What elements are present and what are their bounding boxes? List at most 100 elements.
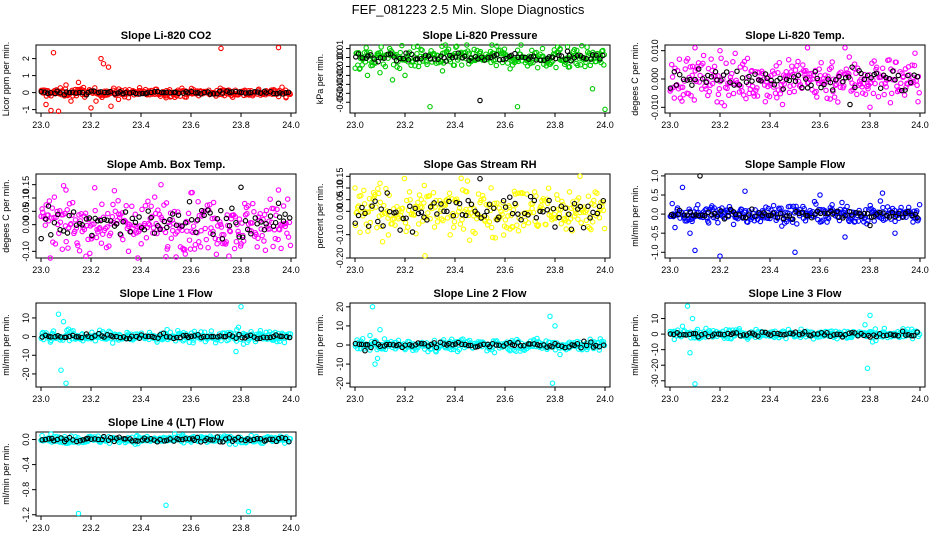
data-point	[412, 63, 418, 69]
x-tick-label: 23.0	[32, 120, 50, 130]
data-point	[133, 437, 139, 444]
data-point	[493, 342, 500, 348]
data-point	[236, 234, 242, 240]
data-point	[500, 197, 507, 204]
data-point	[424, 217, 430, 223]
data-point	[433, 344, 440, 351]
data-point	[743, 95, 749, 102]
data-point	[416, 192, 423, 198]
y-tick-label: -0.04	[335, 83, 345, 104]
data-point	[173, 222, 180, 228]
data-point	[834, 331, 840, 338]
data-point	[165, 243, 171, 250]
data-point	[462, 53, 468, 60]
plot-title: Slope Sample Flow	[745, 159, 846, 171]
data-point	[687, 209, 694, 216]
data-point	[905, 332, 912, 338]
data-point	[898, 80, 904, 87]
data-point	[601, 225, 608, 232]
data-point	[752, 332, 758, 338]
data-point	[57, 90, 63, 96]
data-point	[235, 324, 242, 331]
data-point	[903, 332, 909, 338]
data-point	[818, 59, 824, 66]
data-point	[711, 205, 717, 211]
data-point	[359, 335, 366, 342]
data-point	[849, 64, 855, 70]
data-point	[881, 91, 887, 98]
x-tick-label: 23.0	[346, 394, 364, 404]
data-point	[563, 56, 569, 63]
data-point	[867, 312, 873, 319]
data-point	[770, 210, 777, 216]
data-point	[600, 342, 607, 348]
x-tick-label: 23.0	[661, 394, 679, 404]
data-point	[792, 249, 798, 256]
data-point	[132, 441, 138, 447]
data-point	[439, 68, 446, 74]
data-point	[759, 329, 765, 335]
data-point	[185, 210, 192, 217]
data-point	[239, 334, 245, 341]
data-point	[715, 91, 722, 98]
data-point	[207, 91, 214, 97]
data-point	[383, 341, 390, 348]
data-point	[682, 66, 688, 72]
data-point	[88, 436, 94, 442]
y-tick-label: 0.05	[21, 203, 31, 221]
data-point	[534, 64, 541, 71]
data-point	[244, 436, 251, 442]
data-point	[736, 325, 743, 332]
data-point	[697, 72, 703, 79]
data-point	[504, 60, 511, 66]
data-point	[727, 79, 733, 85]
data-point	[148, 203, 154, 210]
data-point	[218, 207, 224, 214]
data-point	[372, 198, 378, 204]
data-point	[282, 211, 288, 217]
data-point	[739, 75, 746, 81]
data-point	[525, 220, 532, 226]
data-point	[431, 224, 438, 230]
data-point	[279, 434, 285, 441]
data-point	[517, 342, 524, 349]
data-point	[66, 212, 72, 219]
plot-title: Slope Line 3 Flow	[749, 288, 842, 300]
data-point	[684, 77, 690, 83]
data-point	[107, 88, 113, 95]
data-point	[534, 335, 540, 342]
data-point	[107, 218, 114, 224]
data-point	[773, 63, 779, 69]
data-point	[692, 247, 698, 254]
plot-frame	[664, 173, 926, 259]
data-point	[520, 222, 527, 229]
data-point	[251, 209, 257, 215]
data-point	[550, 205, 557, 212]
data-point	[213, 251, 220, 258]
data-point	[142, 203, 149, 209]
data-point	[841, 207, 848, 213]
data-point	[474, 343, 481, 350]
data-point	[825, 73, 831, 80]
data-point	[730, 221, 737, 228]
data-point	[48, 232, 54, 238]
data-point	[276, 226, 283, 233]
data-point	[562, 205, 569, 211]
data-point	[537, 208, 543, 215]
data-point	[451, 62, 458, 68]
data-point	[862, 322, 868, 328]
data-points	[352, 173, 608, 259]
data-point	[419, 47, 425, 53]
data-point	[880, 204, 886, 211]
data-point	[725, 330, 731, 337]
data-point	[113, 435, 120, 441]
y-tick-label: 0.00	[335, 203, 345, 221]
data-point	[415, 340, 421, 346]
data-point	[126, 221, 133, 228]
data-point	[681, 331, 687, 338]
data-point	[352, 220, 358, 226]
data-point	[468, 342, 474, 349]
data-point	[136, 214, 142, 220]
data-point	[844, 203, 850, 210]
data-point	[63, 89, 70, 95]
